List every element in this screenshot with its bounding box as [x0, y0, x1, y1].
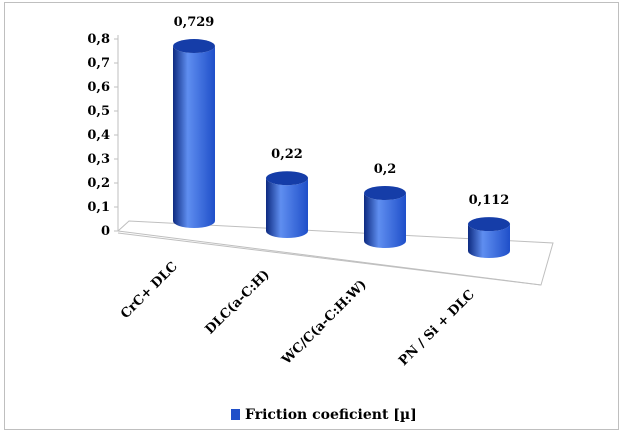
data-label: 0,729	[174, 15, 215, 30]
bars	[173, 39, 510, 258]
bar-top	[364, 186, 406, 200]
legend-label: Friction coeficient [µ]	[245, 407, 417, 423]
category-label: DLC(a-C:H)	[203, 267, 273, 337]
legend: Friction coeficient [µ]	[231, 407, 417, 423]
chart-frame: 0 0,1 0,2 0,3 0,4 0,5 0,6 0,7 0,8 0,729 0,22 0,2 0,1…	[4, 2, 619, 430]
bar-top	[173, 39, 215, 54]
y-tick-label: 0,3	[87, 152, 110, 167]
bar-1	[266, 171, 308, 238]
y-tick-label: 0,8	[87, 32, 110, 47]
data-label: 0,2	[374, 162, 397, 177]
bar-top	[266, 171, 308, 186]
legend-swatch	[231, 409, 240, 420]
y-tick-label: 0,6	[87, 80, 110, 95]
bar-body	[364, 193, 406, 248]
axes	[114, 35, 554, 286]
friction-chart: 0 0,1 0,2 0,3 0,4 0,5 0,6 0,7 0,8 0,729 0,22 0,2 0,1…	[87, 15, 554, 423]
data-label: 0,22	[271, 147, 303, 162]
x-axis-line	[117, 230, 542, 286]
category-label: CrC+ DLC	[118, 259, 181, 322]
y-tick-label: 0,5	[87, 104, 110, 119]
floor-outline	[117, 220, 554, 286]
y-tick-label: 0	[101, 224, 110, 239]
bar-body	[468, 224, 510, 258]
category-label: WC/C(a-C:H:W)	[279, 277, 370, 368]
bar-2	[364, 186, 406, 248]
y-tick-label: 0,1	[87, 200, 110, 215]
bar-top	[468, 217, 510, 232]
y-tick-label: 0,2	[87, 176, 110, 191]
y-tick-label: 0,4	[87, 128, 110, 143]
bar-0	[173, 39, 215, 228]
bar-body	[173, 46, 215, 228]
bar-3	[468, 217, 510, 258]
y-tick-label: 0,7	[87, 56, 110, 71]
bar-body	[266, 178, 308, 238]
category-label: PN / Si + DLC	[396, 287, 478, 369]
data-label: 0,112	[469, 193, 510, 208]
